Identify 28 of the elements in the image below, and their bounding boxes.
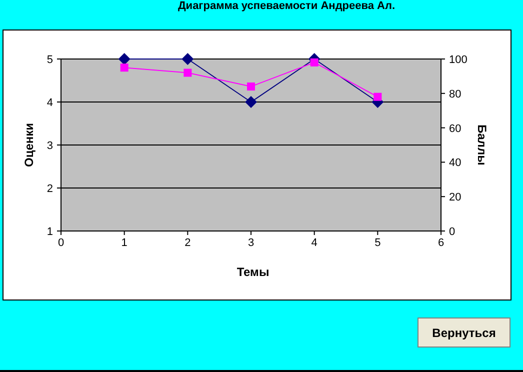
x-tick-label: 0: [58, 237, 64, 249]
y2-axis-title: Баллы: [475, 124, 489, 166]
chart-title: Диаграмма успеваемости Андреева Ал.: [178, 0, 396, 12]
x-axis-title: Темы: [236, 265, 270, 279]
y2-tick-label: 0: [449, 226, 456, 238]
point: [374, 92, 382, 101]
y-tick-label: 5: [46, 54, 53, 66]
x-tick-label: 5: [374, 237, 381, 249]
y2-tick-label: 20: [449, 192, 462, 204]
y-axis-title: Оценки: [22, 122, 36, 168]
return-button: Вернуться: [418, 318, 510, 348]
x-tick-label: 2: [184, 237, 191, 249]
x-tick-label: 4: [311, 237, 318, 249]
y2-tick-label: 60: [449, 122, 462, 135]
y-tick-label: 3: [46, 140, 53, 152]
x-tick-label: 1: [121, 237, 128, 249]
y2-tick-label: 80: [449, 88, 462, 100]
x-tick-label: 6: [438, 237, 444, 249]
y2-tick-label: 100: [449, 54, 468, 66]
y-tick-label: 4: [46, 97, 53, 109]
point: [247, 82, 255, 91]
y2-tick-label: 40: [449, 157, 462, 170]
x-tick-label: 3: [248, 237, 254, 249]
point: [184, 68, 192, 77]
y-tick-label: 1: [46, 226, 53, 238]
point: [310, 58, 318, 66]
point: [120, 64, 128, 72]
y-tick-label: 2: [46, 183, 53, 195]
